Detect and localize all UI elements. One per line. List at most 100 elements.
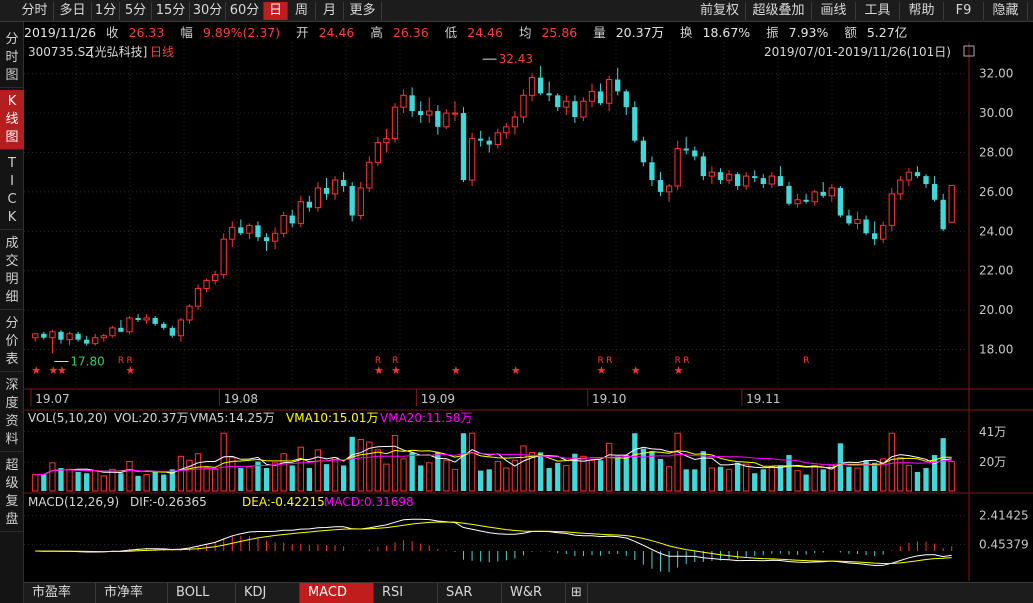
left-tab[interactable]: 分价表	[0, 312, 24, 372]
candle-body	[297, 201, 304, 224]
date-axis-label: 19.10	[592, 392, 626, 406]
candle-body	[391, 106, 399, 140]
price-axis-label: 22.00	[979, 264, 1013, 278]
toolbar-button[interactable]: 画线	[812, 2, 856, 20]
candle-body	[41, 333, 47, 338]
volume-bar	[665, 466, 673, 492]
indicator-tab[interactable]: MACD	[300, 583, 374, 603]
volume-bar	[435, 452, 441, 491]
volume-bar	[486, 469, 492, 491]
period-button[interactable]: 日	[264, 2, 288, 20]
candle-body	[546, 93, 552, 96]
star-signal-icon: ★	[374, 364, 384, 377]
indicator-tab[interactable]: 市盈率	[24, 583, 96, 603]
toolbar-button[interactable]: 超级叠加	[746, 2, 812, 20]
volume-bar	[700, 451, 706, 491]
left-tab[interactable]: 成交明细	[0, 232, 24, 310]
indicator-tab[interactable]: W&R	[502, 583, 566, 603]
candle-body	[460, 113, 467, 181]
volume-bar	[880, 458, 887, 492]
period-button[interactable]: 周	[288, 2, 316, 20]
macd-series-value: MACD:0.31698	[324, 495, 414, 509]
kline-chart-area[interactable]: 18.00 20.00 22.00 24.00 26.00 28.00 30.00 32.00…	[24, 42, 1033, 582]
period-button[interactable]: 更多	[344, 2, 382, 20]
price-axis-label: 20.00	[979, 303, 1013, 317]
volume-bar	[186, 459, 193, 492]
period-button[interactable]: 60分	[226, 2, 264, 20]
candle-body	[888, 193, 895, 226]
candle-body	[143, 317, 150, 321]
period-button[interactable]: 1分	[92, 2, 120, 20]
indicator-tab[interactable]: KDJ	[236, 583, 300, 603]
candle-body	[588, 90, 596, 102]
period-button[interactable]: 15分	[152, 2, 190, 20]
toolbar-button[interactable]: 帮助	[900, 2, 944, 20]
open-label: 开	[296, 25, 309, 40]
candle-body	[597, 91, 604, 104]
volume-bar	[888, 432, 895, 492]
candle-body	[503, 126, 510, 134]
left-tab[interactable]: 深度资料	[0, 374, 24, 452]
candle-body	[486, 140, 492, 145]
volume-bar	[477, 470, 484, 491]
period-button[interactable]: 5分	[120, 2, 152, 20]
close-label: 收	[106, 25, 119, 40]
period-button[interactable]: 分时	[16, 2, 54, 20]
candle-body	[803, 199, 809, 202]
volume-bar	[460, 433, 467, 491]
period-button[interactable]: 30分	[190, 2, 226, 20]
volume-bar	[640, 448, 647, 491]
quote-info-bar: 2019/11/26 收 26.33 幅 9.89%(2.37) 开 24.46…	[24, 23, 1033, 42]
indicator-tab[interactable]: SAR	[438, 583, 502, 603]
close-value: 26.33	[128, 25, 165, 40]
toolbar-button[interactable]: 隐藏	[984, 2, 1028, 20]
volume-bar	[451, 468, 459, 492]
candle-body	[66, 333, 73, 341]
left-tab[interactable]: 超级复盘	[0, 454, 24, 532]
star-signal-icon: ★	[674, 364, 684, 377]
toolbar-button[interactable]: 工具	[856, 2, 900, 20]
volume-bar	[297, 446, 304, 492]
candle-body	[118, 327, 124, 332]
volume-bar	[605, 442, 613, 492]
candle-body	[623, 91, 629, 108]
quote-date: 2019/11/26	[24, 25, 97, 40]
candle-body	[331, 179, 339, 195]
chart-period-label: 日线	[150, 45, 174, 59]
candle-body	[914, 172, 921, 177]
volume-bar	[374, 449, 382, 492]
candle-body	[683, 148, 689, 151]
period-button[interactable]: 月	[316, 2, 344, 20]
volume-bar	[92, 470, 99, 492]
indicator-tab[interactable]: BOLL	[168, 583, 236, 603]
candle-body	[649, 162, 655, 181]
volume-bar	[854, 467, 861, 492]
volume-label: 量	[593, 25, 606, 40]
high-value: 26.36	[392, 25, 429, 40]
volume-bar	[528, 451, 536, 492]
toolbar-button[interactable]: 前复权	[694, 2, 746, 20]
date-axis-label: 19.07	[35, 392, 69, 406]
candle-body	[357, 187, 364, 217]
period-button[interactable]: 多日	[54, 2, 92, 20]
volume-bar	[211, 468, 219, 492]
macd-dea-line	[35, 521, 952, 564]
candle-body	[863, 219, 869, 234]
toolbar-button[interactable]: F9	[944, 2, 984, 20]
volume-bar	[255, 461, 261, 491]
indicator-tab[interactable]: 市净率	[96, 583, 168, 603]
volume-series-value: VOL:20.37万	[114, 411, 189, 425]
volume-axis-label: 20万	[979, 455, 1006, 469]
candle-body	[32, 333, 39, 339]
indicator-tab[interactable]: RSI	[374, 583, 438, 603]
left-tab[interactable]: 分时图	[0, 28, 24, 88]
add-indicator-icon[interactable]: ⊞	[566, 583, 588, 603]
candle-body	[366, 161, 373, 189]
volume-bar	[169, 469, 175, 491]
stock-code: 300735.SZ	[28, 45, 93, 59]
volume-bar	[152, 471, 158, 491]
volume-bar	[246, 466, 253, 492]
volume-bar	[623, 455, 629, 491]
